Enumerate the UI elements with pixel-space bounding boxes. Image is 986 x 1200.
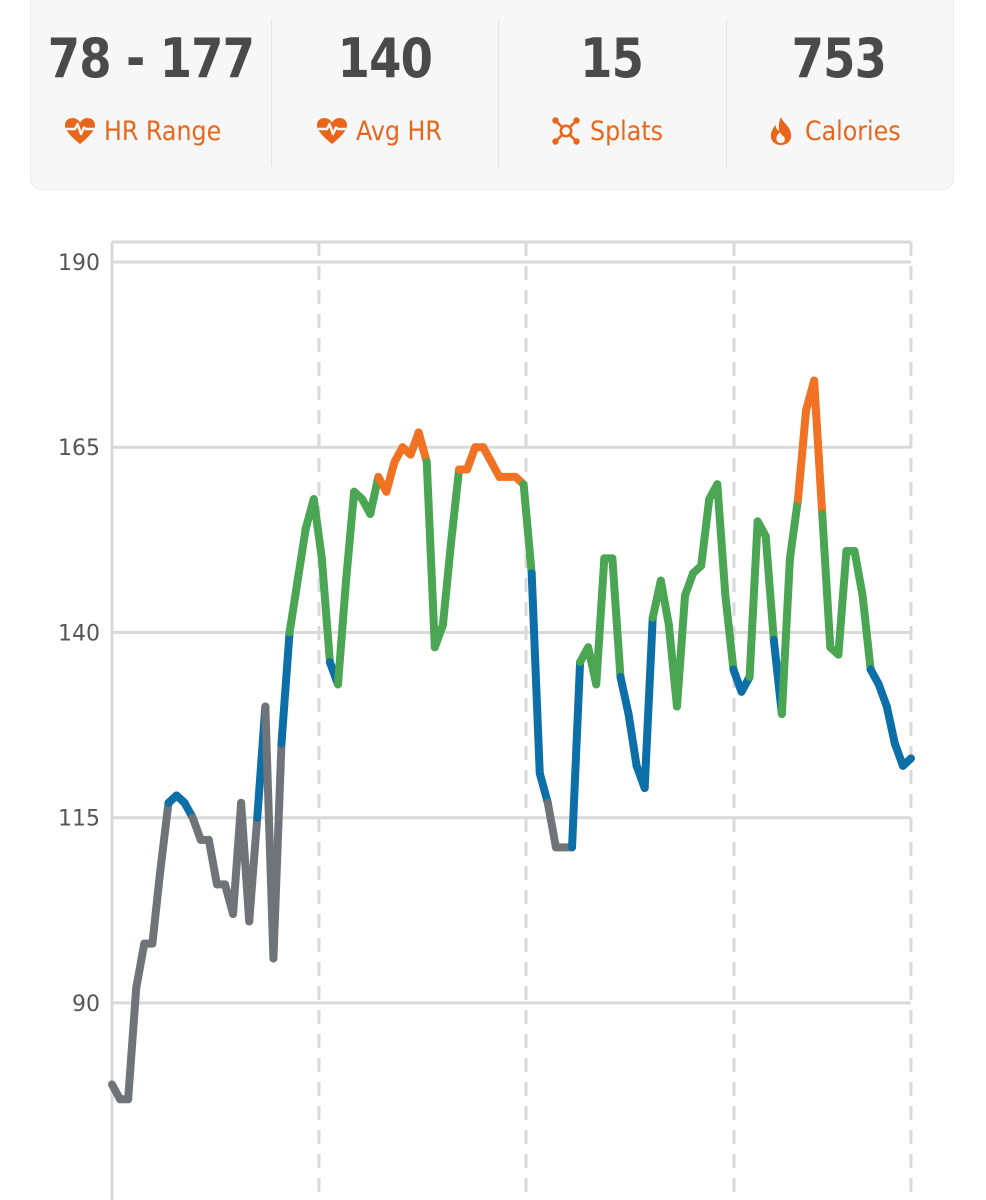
heart-rate-segment xyxy=(656,576,673,630)
heart-rate-segment xyxy=(672,591,690,711)
stat-label-row: Avg HR xyxy=(316,115,454,147)
heart-rate-segment xyxy=(204,835,221,889)
heart-rate-segment xyxy=(519,480,536,578)
heart-rate-segment xyxy=(850,546,867,600)
stat-hr-range: 78 - 177 HR Range xyxy=(31,0,271,189)
heart-rate-segment xyxy=(285,576,302,637)
y-tick-label: 90 xyxy=(72,992,100,1017)
heart-rate-segment xyxy=(810,376,827,518)
stat-splats: 15 Splats xyxy=(498,0,725,189)
stat-label: Splats xyxy=(590,115,664,147)
stats-card: 78 - 177 HR Range 140 Avg HR 15 Splats 753 Calo… xyxy=(30,0,954,190)
heart-rate-segment xyxy=(446,465,464,548)
stat-label-row: Calories xyxy=(765,115,914,147)
heart-rate-segment xyxy=(624,709,641,770)
y-tick-label: 165 xyxy=(58,436,100,461)
stat-label: HR Range xyxy=(104,115,222,147)
stat-label: Avg HR xyxy=(355,115,442,147)
heart-rate-segment xyxy=(124,984,141,1104)
stat-label-row: Splats xyxy=(550,115,673,147)
stat-value: 15 xyxy=(580,27,644,90)
heart-rate-segment xyxy=(834,546,851,659)
heart-rate-segment xyxy=(422,458,439,652)
heart-rate-segment xyxy=(317,554,334,667)
heart-rate-segment xyxy=(245,813,262,926)
heart-rate-icon xyxy=(316,115,348,147)
heart-rate-segment xyxy=(568,658,585,852)
heart-rate-segment xyxy=(882,702,899,748)
heart-rate-segment xyxy=(148,865,165,948)
heart-rate-segment xyxy=(342,487,359,585)
stat-calories: 753 Calories xyxy=(725,0,953,189)
stat-label: Calories xyxy=(804,115,901,147)
heart-rate-segment xyxy=(616,672,633,718)
heart-rate-segment xyxy=(156,798,173,874)
heart-rate-segment xyxy=(132,939,149,993)
heart-rate-segment xyxy=(269,739,286,963)
heart-rate-segment xyxy=(713,480,730,600)
heart-rate-segment xyxy=(697,495,714,570)
heart-rate-segment xyxy=(527,569,544,778)
heart-rate-segment xyxy=(761,532,778,644)
heart-rate-segment xyxy=(438,539,455,630)
heart-rate-segment xyxy=(608,554,625,681)
heart-rate-segment xyxy=(277,628,294,748)
stat-avg-hr: 140 Avg HR xyxy=(270,0,498,189)
heart-rate-segment xyxy=(309,495,326,563)
heart-rate-segment xyxy=(640,613,657,793)
heart-rate-segment xyxy=(745,517,762,681)
flame-icon xyxy=(765,115,797,147)
y-tick-label: 140 xyxy=(58,621,100,646)
heart-rate-icon xyxy=(64,115,96,147)
heart-rate-segment xyxy=(794,406,811,504)
stat-value: 78 - 177 xyxy=(47,27,255,90)
heart-rate-segment xyxy=(535,769,552,807)
heart-rate-segment xyxy=(785,495,803,563)
heart-rate-segment xyxy=(592,554,609,689)
y-tick-label: 115 xyxy=(58,807,100,832)
stat-label-row: HR Range xyxy=(64,115,237,147)
stat-value: 140 xyxy=(337,27,432,90)
heart-rate-segment xyxy=(382,458,399,496)
heart-rate-segment xyxy=(293,524,310,585)
heart-rate-segment xyxy=(818,509,835,652)
heart-rate-segment xyxy=(333,576,351,689)
heart-rate-segment xyxy=(721,591,738,674)
heart-rate-segment xyxy=(898,754,915,770)
stat-value: 753 xyxy=(792,27,887,90)
heart-rate-segment xyxy=(414,428,431,467)
heart-rate-segment xyxy=(366,472,383,518)
splat-icon xyxy=(550,115,582,147)
heart-rate-segment xyxy=(858,591,875,674)
heart-rate-segment xyxy=(777,554,794,718)
heart-rate-series xyxy=(108,376,915,1104)
y-tick-label: 190 xyxy=(58,251,100,276)
heart-rate-segment xyxy=(543,798,560,852)
